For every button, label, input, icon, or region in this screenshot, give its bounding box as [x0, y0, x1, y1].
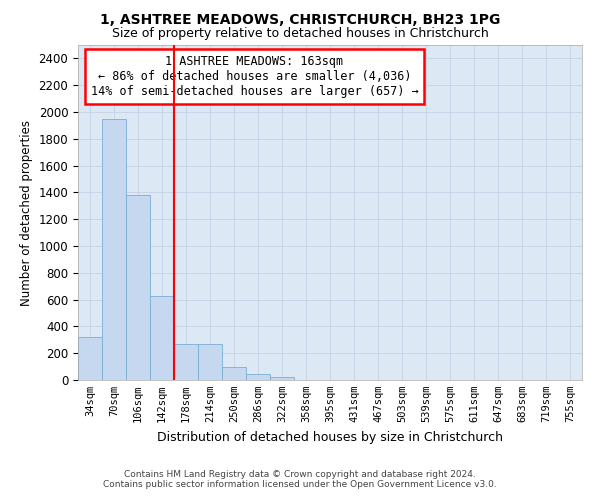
- Bar: [126, 195, 150, 380]
- Text: Contains HM Land Registry data © Crown copyright and database right 2024.
Contai: Contains HM Land Registry data © Crown c…: [103, 470, 497, 489]
- Bar: [150, 296, 174, 380]
- Text: 1, ASHTREE MEADOWS, CHRISTCHURCH, BH23 1PG: 1, ASHTREE MEADOWS, CHRISTCHURCH, BH23 1…: [100, 12, 500, 26]
- Bar: [222, 368, 246, 380]
- Bar: [270, 376, 294, 380]
- Bar: [246, 374, 270, 380]
- Bar: [174, 344, 198, 380]
- Bar: [102, 118, 126, 380]
- Text: Size of property relative to detached houses in Christchurch: Size of property relative to detached ho…: [112, 28, 488, 40]
- Bar: [78, 337, 102, 380]
- X-axis label: Distribution of detached houses by size in Christchurch: Distribution of detached houses by size …: [157, 430, 503, 444]
- Bar: [198, 344, 222, 380]
- Text: 1 ASHTREE MEADOWS: 163sqm
← 86% of detached houses are smaller (4,036)
14% of se: 1 ASHTREE MEADOWS: 163sqm ← 86% of detac…: [91, 55, 418, 98]
- Y-axis label: Number of detached properties: Number of detached properties: [20, 120, 33, 306]
